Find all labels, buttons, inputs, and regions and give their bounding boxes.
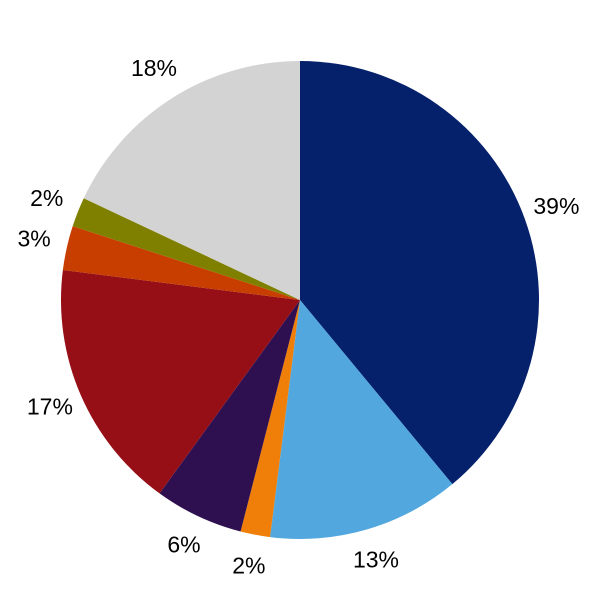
svg-text:18%: 18% [131, 55, 177, 81]
svg-text:13%: 13% [353, 547, 399, 573]
svg-text:6%: 6% [167, 532, 200, 558]
svg-text:2%: 2% [30, 185, 63, 211]
svg-text:17%: 17% [27, 393, 73, 419]
svg-text:2%: 2% [232, 553, 265, 579]
svg-text:39%: 39% [533, 193, 579, 219]
svg-text:3%: 3% [17, 226, 50, 252]
